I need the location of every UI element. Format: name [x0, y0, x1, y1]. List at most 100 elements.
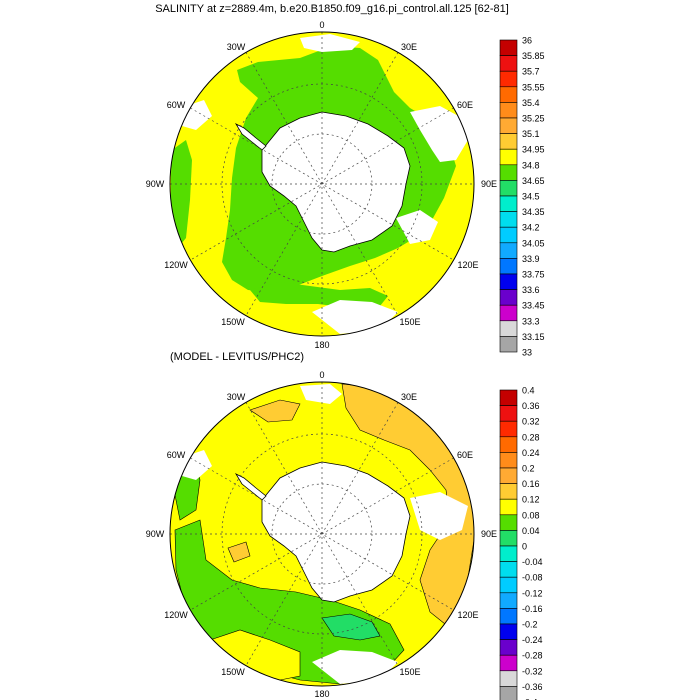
colorbar-swatch — [499, 545, 518, 562]
low-salinity-region-west — [171, 140, 192, 250]
colorbar-tick-label: 0 — [522, 542, 527, 552]
lon-label: 150E — [399, 317, 420, 327]
colorbar-tick-label: 0.4 — [522, 386, 535, 396]
antarctic-peninsula — [234, 473, 267, 501]
colorbar-swatch — [499, 561, 518, 578]
lon-label: 60W — [167, 450, 186, 460]
colorbar-swatch — [499, 242, 518, 259]
colorbar-swatch — [499, 467, 518, 484]
colorbar-swatch — [499, 576, 518, 594]
colorbar-tick-label: 34.95 — [522, 145, 545, 155]
colorbar-swatch — [499, 336, 518, 353]
colorbar-tick-label: 35.7 — [522, 67, 540, 77]
colorbar-tick-label: -0.24 — [522, 635, 543, 645]
panel-title: (MODEL - LEVITUS/PHC2) — [170, 351, 304, 363]
colorbar-swatch — [499, 117, 518, 134]
lon-label: 60W — [167, 100, 186, 110]
colorbar-tick-label: 35.85 — [522, 51, 545, 61]
lon-label: 60E — [457, 450, 473, 460]
colorbar-swatch — [499, 654, 518, 672]
positive-anomaly-region — [249, 399, 301, 423]
longitude-labels: 0 30E 60E 90E 120E 150E 180 150W 120W 90… — [146, 20, 497, 350]
colorbar-tick-label: -0.08 — [522, 573, 543, 583]
polar-map — [169, 31, 475, 337]
colorbar-swatch — [499, 623, 518, 640]
longitude-labels: 0 30E 60E 90E 120E 150E 180 150W 120W 90… — [146, 370, 497, 699]
lon-label: 150E — [399, 667, 420, 677]
colorbar-swatch — [499, 164, 518, 181]
colorbar-tick-label: 34.5 — [522, 192, 540, 202]
colorbar-swatch — [499, 608, 518, 625]
colorbar-tick-label: 0.12 — [522, 495, 540, 505]
colorbar-tick-label: 35.25 — [522, 114, 545, 124]
colorbar-tick-label: 34.2 — [522, 223, 540, 233]
colorbar-swatch — [499, 86, 518, 103]
colorbar-tick-label: 36 — [522, 36, 532, 46]
colorbar-swatch — [499, 514, 518, 531]
colorbar-swatch — [499, 180, 518, 197]
positive-anomaly-region — [227, 541, 251, 563]
colorbar-swatch — [499, 498, 518, 516]
land-mask — [396, 210, 438, 244]
colorbar-swatch — [499, 639, 518, 656]
colorbar-swatch — [499, 405, 518, 422]
colorbar-swatch — [499, 420, 518, 438]
colorbar-tick-label: 0.32 — [522, 417, 540, 427]
colorbar-tick-label: 33.75 — [522, 270, 545, 280]
lon-label: 30E — [401, 392, 417, 402]
land-mask — [300, 34, 360, 52]
colorbar-swatch — [499, 592, 518, 609]
colorbar-swatch — [499, 55, 518, 72]
map-boundary — [169, 381, 475, 687]
map-boundary — [169, 31, 475, 337]
colorbar-tick-label: 35.1 — [522, 129, 540, 139]
land-mask — [300, 384, 342, 404]
colorbar-swatch — [499, 452, 518, 469]
panel-difference: (MODEL - LEVITUS/PHC2) — [146, 351, 543, 700]
lon-label: 0 — [319, 20, 324, 30]
graticule — [170, 32, 474, 336]
colorbar-tick-label: -0.04 — [522, 557, 543, 567]
lon-label: 90E — [481, 529, 497, 539]
colorbar-tick-label: 0.28 — [522, 432, 540, 442]
colorbar: 0.4 0.36 0.32 0.28 0.24 0.2 0.16 0.12 0.08 0.04 0 -… — [499, 386, 543, 700]
panel-salinity: SALINITY at z=2889.4m, b.e20.B1850.f09_g… — [146, 3, 545, 358]
colorbar-tick-label: 33.6 — [522, 285, 540, 295]
colorbar-swatch — [499, 436, 518, 453]
colorbar-tick-label: 33.9 — [522, 254, 540, 264]
colorbar-tick-label: 35.4 — [522, 98, 540, 108]
panel-title: SALINITY at z=2889.4m, b.e20.B1850.f09_g… — [155, 3, 509, 15]
lon-label: 30E — [401, 42, 417, 52]
colorbar-swatch — [499, 320, 518, 337]
antarctica — [261, 111, 411, 253]
colorbar-swatch — [499, 195, 518, 212]
colorbar-tick-label: 34.65 — [522, 176, 545, 186]
colorbar-tick-label: -0.36 — [522, 682, 543, 692]
colorbar-tick-label: 33 — [522, 348, 532, 358]
lon-label: 180 — [314, 340, 329, 350]
lon-label: 120E — [457, 610, 478, 620]
lon-label: 120W — [164, 260, 188, 270]
antarctica — [261, 461, 411, 603]
colorbar-tick-label: 0.04 — [522, 526, 540, 536]
lon-label: 150W — [221, 317, 245, 327]
lon-label: 120E — [457, 260, 478, 270]
colorbar: 36 35.85 35.7 35.55 35.4 35.25 35.1 34.95 34.8 34… — [499, 36, 545, 358]
lon-label: 0 — [319, 370, 324, 380]
colorbar-tick-label: 0.24 — [522, 448, 540, 458]
colorbar-swatch — [499, 530, 518, 547]
lon-label: 60E — [457, 100, 473, 110]
colorbar-tick-label: 33.3 — [522, 316, 540, 326]
colorbar-swatch — [499, 102, 518, 119]
colorbar-swatch — [499, 133, 518, 150]
colorbar-tick-label: 34.35 — [522, 207, 545, 217]
colorbar-tick-label: -0.4 — [522, 698, 538, 700]
lon-label: 150W — [221, 667, 245, 677]
colorbar-swatch — [499, 686, 518, 700]
colorbar-swatch — [499, 258, 518, 275]
colorbar-tick-label: -0.32 — [522, 666, 543, 676]
land-mask — [410, 106, 468, 162]
lon-label: 120W — [164, 610, 188, 620]
antarctic-peninsula — [234, 123, 267, 151]
